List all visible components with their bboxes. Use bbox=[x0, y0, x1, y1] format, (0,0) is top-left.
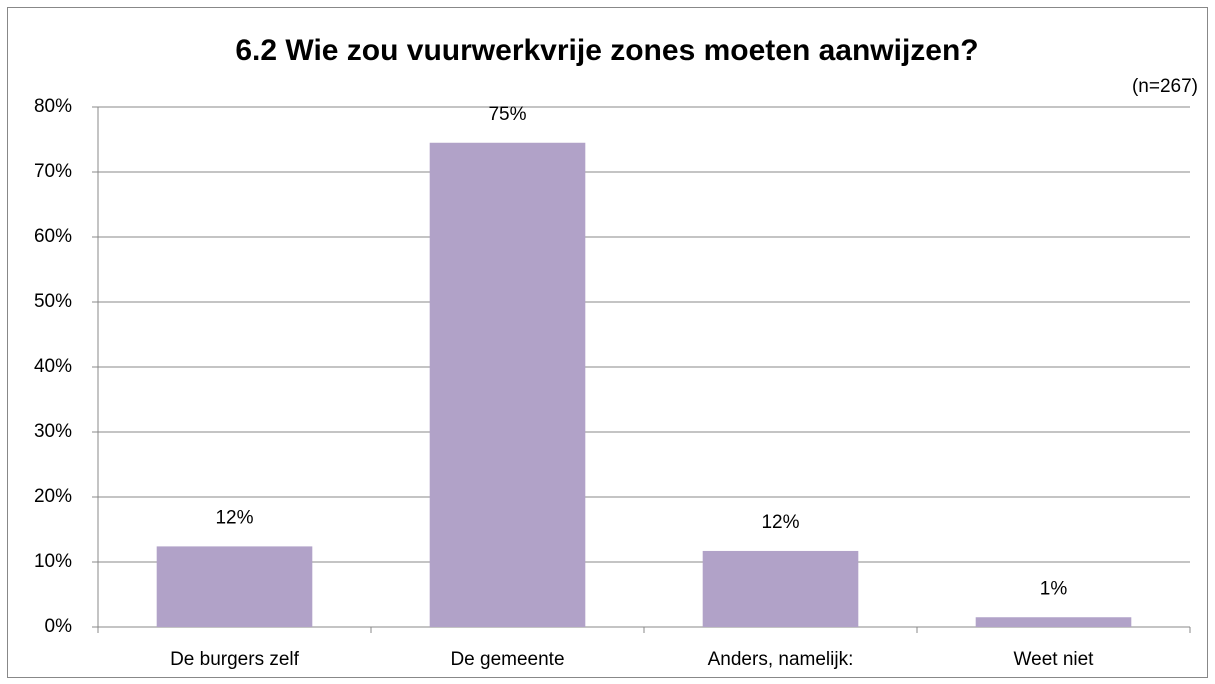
y-tick-label: 0% bbox=[45, 616, 73, 637]
x-tick-label: De burgers zelf bbox=[170, 649, 300, 670]
y-tick-label: 40% bbox=[34, 356, 72, 377]
y-tick-label: 30% bbox=[34, 421, 72, 442]
bar bbox=[156, 546, 313, 627]
data-label: 12% bbox=[761, 512, 799, 533]
data-label: 75% bbox=[488, 104, 526, 125]
bar bbox=[429, 142, 586, 627]
data-label: 12% bbox=[215, 507, 253, 528]
y-tick-label: 20% bbox=[34, 486, 72, 507]
y-tick-label: 50% bbox=[34, 291, 72, 312]
x-tick-label: Weet niet bbox=[1014, 649, 1095, 670]
y-tick-label: 70% bbox=[34, 161, 72, 182]
bar bbox=[702, 550, 859, 627]
y-tick-label: 10% bbox=[34, 551, 72, 572]
data-label: 1% bbox=[1040, 578, 1068, 599]
y-tick-label: 60% bbox=[34, 226, 72, 247]
chart-subtitle: (n=267) bbox=[1132, 76, 1198, 97]
bar bbox=[975, 617, 1132, 627]
chart-title: 6.2 Wie zou vuurwerkvrije zones moeten a… bbox=[235, 34, 978, 67]
y-tick-label: 80% bbox=[34, 96, 72, 117]
x-tick-label: De gemeente bbox=[450, 649, 564, 670]
x-tick-label: Anders, namelijk: bbox=[708, 649, 854, 670]
